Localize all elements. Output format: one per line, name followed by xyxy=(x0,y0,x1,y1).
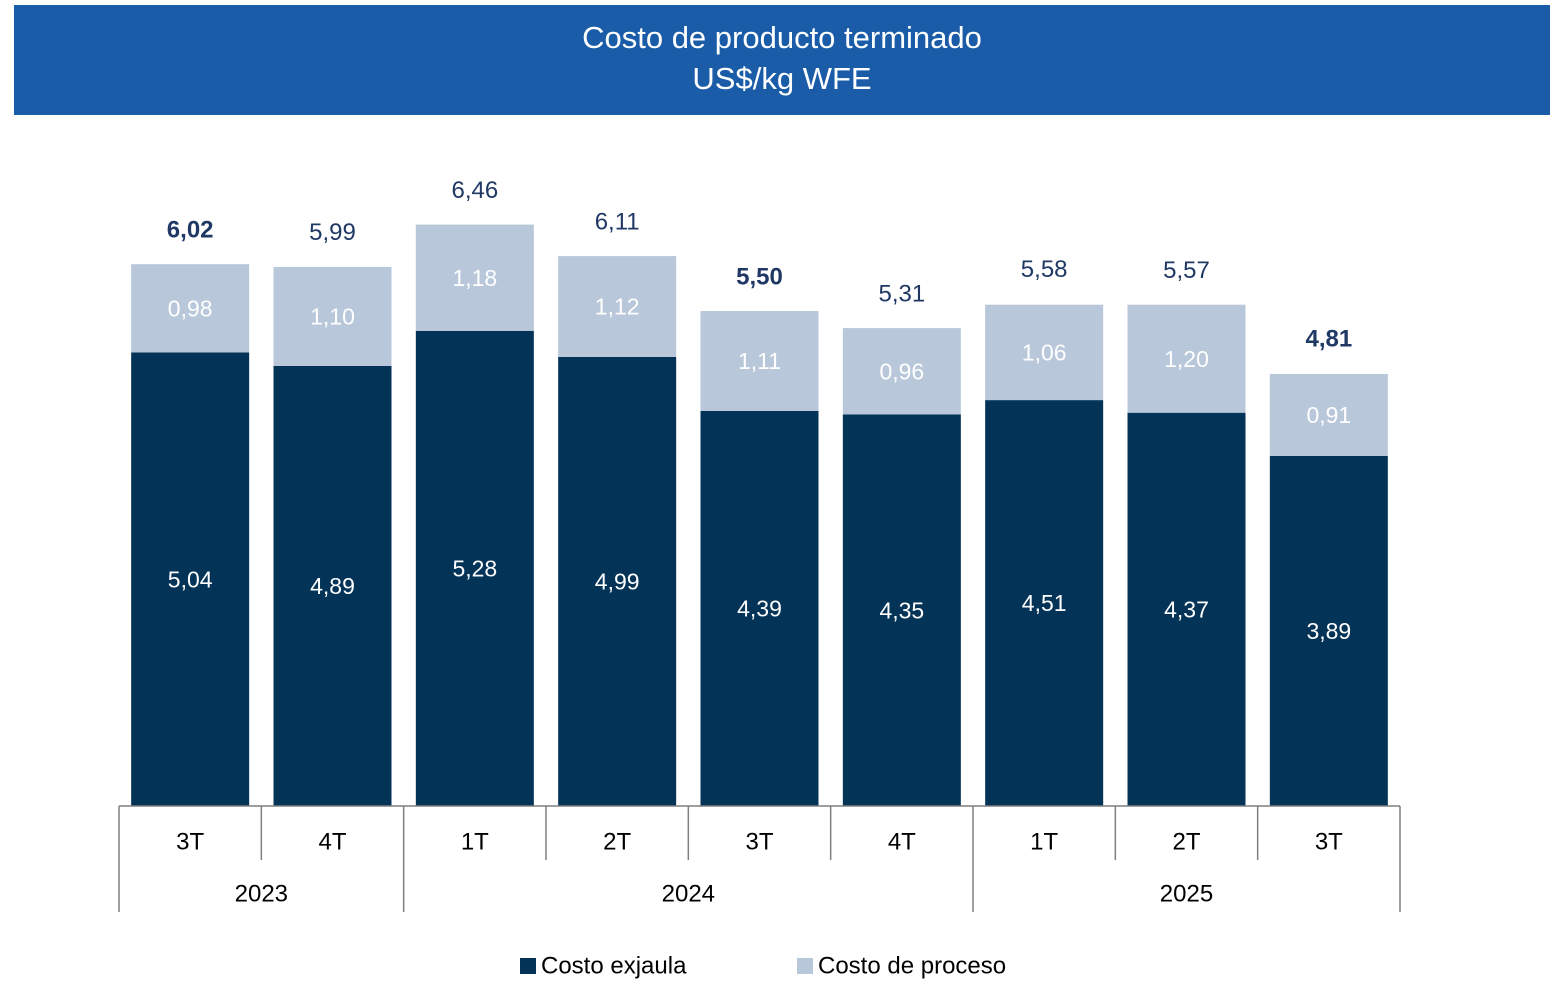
value-label: 5,28 xyxy=(452,555,497,581)
value-label: 3,89 xyxy=(1306,618,1351,644)
group-label: 2025 xyxy=(1160,880,1213,907)
value-label: 4,39 xyxy=(737,596,782,622)
legend-label: Costo de proceso xyxy=(818,952,1006,979)
x-tick-label: 4T xyxy=(888,828,916,855)
bar-segment xyxy=(558,356,677,806)
bar-segment xyxy=(1127,304,1246,413)
bar-segment xyxy=(1269,455,1388,806)
chart-title: Costo de producto terminado xyxy=(582,20,982,55)
value-label: 1,10 xyxy=(310,303,355,329)
value-label: 1,18 xyxy=(452,265,497,291)
bar-segment xyxy=(558,256,677,357)
value-label: 1,11 xyxy=(738,348,781,374)
header-band xyxy=(14,5,1550,115)
bar-segment xyxy=(415,330,534,806)
value-label: 1,20 xyxy=(1164,346,1209,372)
value-label: 0,98 xyxy=(168,295,213,321)
bar-segment xyxy=(273,365,392,806)
bar-segment xyxy=(700,410,819,806)
legend-swatch xyxy=(520,958,536,974)
value-label: 4,89 xyxy=(310,573,355,599)
bar-segment xyxy=(1269,374,1388,456)
value-label: 4,51 xyxy=(1022,590,1067,616)
total-label: 5,31 xyxy=(878,280,925,307)
total-label: 4,81 xyxy=(1305,325,1352,352)
x-tick-label: 2T xyxy=(1172,828,1200,855)
bar-segment xyxy=(700,311,819,411)
total-label: 5,50 xyxy=(736,263,783,290)
bar-segment xyxy=(273,266,392,366)
x-tick-label: 2T xyxy=(603,828,631,855)
value-label: 4,37 xyxy=(1164,596,1209,622)
group-label: 2024 xyxy=(662,880,715,907)
x-tick-label: 3T xyxy=(176,828,204,855)
x-tick-label: 1T xyxy=(461,828,489,855)
bar-segment xyxy=(415,224,534,331)
value-label: 0,91 xyxy=(1306,402,1351,428)
total-label: 5,99 xyxy=(309,219,356,246)
total-label: 6,02 xyxy=(167,217,214,244)
value-label: 5,04 xyxy=(168,566,213,592)
legend-label: Costo exjaula xyxy=(541,952,687,979)
bar-segment xyxy=(1127,412,1246,806)
total-label: 5,57 xyxy=(1163,257,1210,284)
total-label: 6,46 xyxy=(451,177,498,204)
total-label: 6,11 xyxy=(595,208,640,235)
bar-segment xyxy=(131,264,250,353)
bar-segment xyxy=(842,414,961,806)
total-label: 5,58 xyxy=(1021,256,1068,283)
bar-segment xyxy=(985,400,1104,806)
chart-subtitle: US$/kg WFE xyxy=(692,61,871,96)
bar-segment xyxy=(131,352,250,806)
group-label: 2023 xyxy=(235,880,288,907)
value-label: 0,96 xyxy=(879,358,924,384)
bar-segment xyxy=(842,328,961,415)
x-tick-label: 4T xyxy=(318,828,346,855)
value-label: 4,35 xyxy=(879,597,924,623)
x-tick-label: 1T xyxy=(1030,828,1058,855)
value-label: 4,99 xyxy=(595,569,640,595)
bar-segment xyxy=(985,304,1104,401)
legend-swatch xyxy=(797,958,813,974)
x-tick-label: 3T xyxy=(1315,828,1343,855)
value-label: 1,06 xyxy=(1022,339,1067,365)
value-label: 1,12 xyxy=(595,294,640,320)
x-tick-label: 3T xyxy=(745,828,773,855)
